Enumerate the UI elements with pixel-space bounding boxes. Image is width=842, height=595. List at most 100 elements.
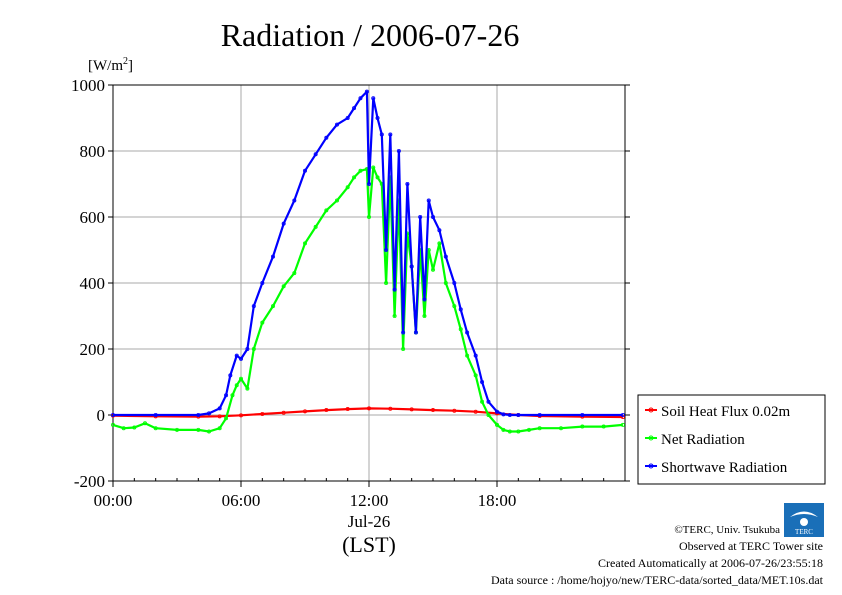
net-radiation-line	[112, 166, 623, 433]
x-tick-label: 00:00	[94, 491, 133, 510]
shortwave-radiation-point	[392, 287, 397, 292]
shortwave-radiation-point	[620, 412, 625, 417]
net-radiation-point	[121, 426, 126, 431]
shortwave-radiation-point	[388, 132, 393, 137]
shortwave-radiation-point	[409, 264, 414, 269]
shortwave-radiation-point	[413, 330, 418, 335]
soil-heat-flux-point	[260, 412, 265, 417]
net-radiation-point	[230, 393, 235, 398]
net-radiation-point	[371, 165, 376, 170]
shortwave-radiation-point	[371, 96, 376, 101]
net-radiation-point	[375, 175, 380, 180]
net-radiation-legend-label: Net Radiation	[661, 432, 745, 448]
soil-heat-flux-point	[473, 409, 478, 414]
net-radiation-point	[486, 412, 491, 417]
y-axis-unit: [W/m2]	[88, 56, 133, 74]
shortwave-radiation-point	[452, 280, 457, 285]
net-radiation-point	[458, 327, 463, 332]
shortwave-radiation-point	[228, 373, 233, 378]
shortwave-radiation-point	[430, 214, 435, 219]
net-radiation-point	[430, 267, 435, 272]
net-radiation-point	[501, 427, 506, 432]
net-radiation-point	[238, 376, 243, 381]
soil-heat-flux-point	[281, 410, 286, 415]
net-radiation-point	[260, 320, 265, 325]
shortwave-radiation-point	[302, 168, 307, 173]
y-tick-label: 200	[80, 340, 106, 359]
net-radiation-point	[443, 280, 448, 285]
x-tick-label: 06:00	[222, 491, 261, 510]
terc-logo-icon: TERC	[784, 503, 824, 537]
shortwave-radiation-point	[473, 353, 478, 358]
credit-source: Data source : /home/hojyo/new/TERC-data/…	[491, 573, 824, 587]
shortwave-radiation-point	[334, 122, 339, 127]
shortwave-radiation-point	[480, 379, 485, 384]
net-radiation-point	[224, 416, 229, 421]
net-radiation-point	[313, 224, 318, 229]
net-radiation-point	[206, 429, 211, 434]
shortwave-radiation-point	[507, 412, 512, 417]
soil-heat-flux-point	[217, 414, 222, 419]
net-radiation-point	[559, 426, 564, 431]
net-radiation-point	[132, 425, 137, 430]
net-radiation-point	[281, 284, 286, 289]
net-radiation-point	[601, 424, 606, 429]
y-tick-label: 1000	[71, 76, 105, 95]
shortwave-radiation-point	[465, 330, 470, 335]
net-radiation-point	[516, 429, 521, 434]
y-tick-label: -200	[74, 472, 105, 491]
shortwave-radiation-point	[418, 214, 423, 219]
net-radiation-point	[196, 427, 201, 432]
y-tick-label: 0	[97, 406, 106, 425]
y-axis-unit-text: [W/m	[88, 58, 123, 74]
shortwave-radiation-point	[405, 181, 410, 186]
soil-heat-flux-point	[452, 408, 457, 413]
shortwave-radiation-point	[324, 135, 329, 140]
net-radiation-point	[392, 313, 397, 318]
shortwave-radiation-point	[580, 412, 585, 417]
shortwave-radiation-point	[153, 412, 158, 417]
net-radiation-point	[401, 346, 406, 351]
soil-heat-flux-point	[366, 406, 371, 411]
net-radiation-point	[527, 427, 532, 432]
shortwave-radiation-point	[486, 399, 491, 404]
soil-heat-flux-legend-label: Soil Heat Flux 0.02m	[661, 404, 791, 420]
shortwave-radiation-point	[260, 280, 265, 285]
soil-heat-flux-point	[302, 409, 307, 414]
y-tick-label: 800	[80, 142, 106, 161]
shortwave-radiation-point	[217, 406, 222, 411]
x-axis-label: (LST)	[342, 532, 396, 557]
net-radiation-point	[174, 427, 179, 432]
net-radiation-point	[437, 241, 442, 246]
net-radiation-point	[217, 426, 222, 431]
shortwave-radiation-line	[113, 90, 623, 417]
shortwave-radiation-point	[516, 412, 521, 417]
shortwave-radiation-point	[358, 96, 363, 101]
x-axis-date: Jul-26	[348, 512, 391, 531]
net-radiation-point	[507, 429, 512, 434]
net-radiation-point	[480, 399, 485, 404]
y-axis: 1000 800 600 400 200 0 -200	[71, 76, 630, 491]
shortwave-radiation-point	[458, 307, 463, 312]
series-layer	[111, 89, 625, 434]
chart-title: Radiation / 2006-07-26	[221, 17, 520, 53]
net-radiation-point	[452, 304, 457, 309]
legend-box	[637, 394, 826, 485]
net-radiation-point	[345, 185, 350, 190]
soil-heat-flux-point	[238, 413, 243, 418]
shortwave-radiation-point	[206, 411, 211, 416]
y-tick-label: 600	[80, 208, 106, 227]
net-radiation-point	[292, 271, 297, 276]
shortwave-radiation-point	[251, 304, 256, 309]
shortwave-radiation-point	[292, 198, 297, 203]
shortwave-radiation-point	[352, 106, 357, 111]
net-radiation-point	[537, 426, 542, 431]
shortwave-radiation-point	[396, 148, 401, 153]
credit-site: Observed at TERC Tower site	[679, 539, 823, 553]
soil-heat-flux-point	[430, 408, 435, 413]
net-radiation-point	[270, 304, 275, 309]
shortwave-radiation-point	[443, 254, 448, 259]
shortwave-radiation-point	[494, 409, 499, 414]
shortwave-radiation-point	[245, 346, 250, 351]
